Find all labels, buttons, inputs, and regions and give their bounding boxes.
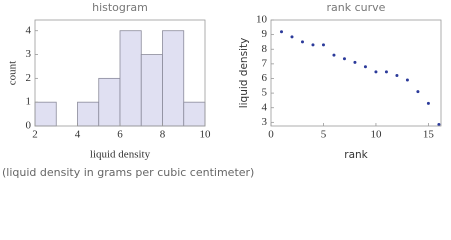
chart-title: rank curve — [327, 1, 386, 14]
x-axis-label: liquid density — [90, 149, 151, 161]
chart-title: histogram — [92, 1, 148, 14]
bar — [77, 101, 100, 127]
plot-frame — [270, 19, 442, 127]
x-tick-label: 4 — [75, 129, 81, 141]
y-tick-label: 3 — [262, 116, 268, 128]
bar — [34, 101, 57, 127]
y-axis-label: count — [7, 61, 19, 85]
footnote: (liquid density in grams per cubic centi… — [2, 166, 254, 179]
y-tick-label: 10 — [256, 14, 268, 26]
y-tick-label: 3 — [26, 48, 32, 60]
point — [342, 57, 346, 61]
y-tick-label: 7 — [262, 57, 268, 69]
x-axis-label: rank — [344, 149, 368, 161]
x-tick-label: 6 — [117, 129, 123, 141]
point — [353, 60, 357, 64]
x-tick-label: 2 — [32, 129, 38, 141]
x-tick-label: 10 — [200, 129, 212, 141]
bar — [119, 30, 142, 127]
bar — [162, 30, 185, 127]
point — [405, 78, 409, 82]
point — [384, 70, 388, 74]
y-axis-label: liquid density — [238, 38, 250, 109]
point — [374, 70, 378, 74]
point — [321, 43, 325, 47]
bar — [183, 101, 206, 127]
point — [290, 35, 294, 39]
y-tick-label: 4 — [26, 24, 32, 36]
point — [300, 40, 304, 44]
page: (liquid density in grams per cubic centi… — [2, 1, 442, 179]
point — [332, 53, 336, 57]
point — [395, 74, 399, 78]
y-tick-label: 5 — [262, 87, 268, 99]
bar — [98, 77, 121, 127]
x-tick-label: 10 — [370, 129, 382, 141]
point — [426, 101, 430, 105]
x-tick-label: 8 — [160, 129, 166, 141]
point — [279, 30, 283, 34]
y-tick-label: 8 — [262, 43, 268, 55]
x-tick-label: 15 — [423, 129, 435, 141]
y-tick-label: 9 — [262, 28, 268, 40]
y-tick-label: 6 — [262, 72, 268, 84]
point — [363, 65, 367, 69]
x-tick-label: 0 — [268, 129, 274, 141]
point — [416, 90, 420, 94]
y-tick-label: 4 — [262, 101, 268, 113]
point — [311, 43, 315, 47]
y-tick-label: 0 — [26, 120, 32, 132]
point — [437, 123, 441, 127]
y-tick-label: 2 — [26, 72, 32, 84]
bar — [140, 54, 163, 127]
y-tick-label: 1 — [26, 96, 32, 108]
x-tick-label: 5 — [321, 129, 327, 141]
